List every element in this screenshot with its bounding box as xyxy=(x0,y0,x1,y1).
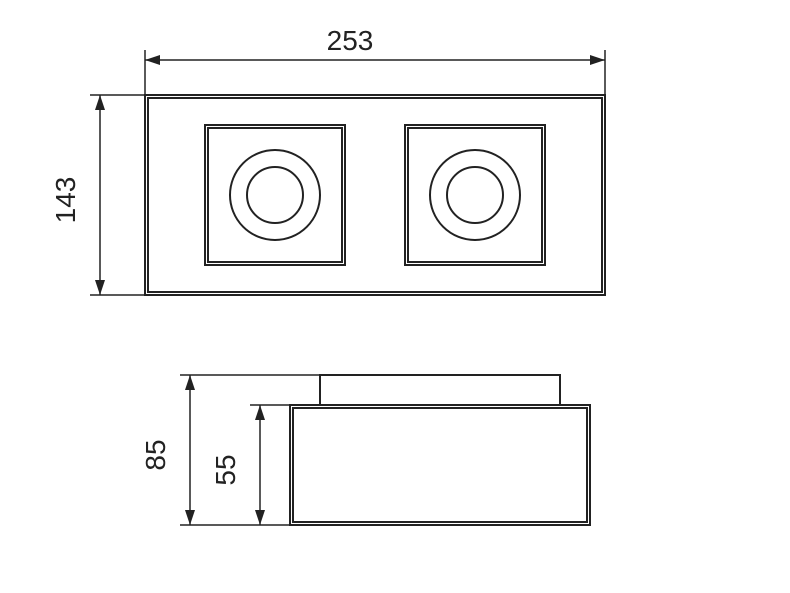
dim-height-label: 143 xyxy=(50,177,81,224)
side-body-rect-inner xyxy=(293,408,587,522)
technical-drawing: 253 143 85 55 xyxy=(0,0,790,593)
dim-height: 143 xyxy=(50,95,145,295)
dim-55-label: 55 xyxy=(210,454,241,485)
side-top-rect xyxy=(320,375,560,405)
dim-side-55: 55 xyxy=(210,405,290,525)
top-inset-left xyxy=(205,125,345,265)
top-inset-right xyxy=(405,125,545,265)
dim-85-label: 85 xyxy=(140,439,171,470)
dim-width-label: 253 xyxy=(327,25,374,56)
dim-width: 253 xyxy=(145,25,605,95)
top-view xyxy=(145,95,605,295)
side-view xyxy=(290,375,590,525)
side-body-rect xyxy=(290,405,590,525)
